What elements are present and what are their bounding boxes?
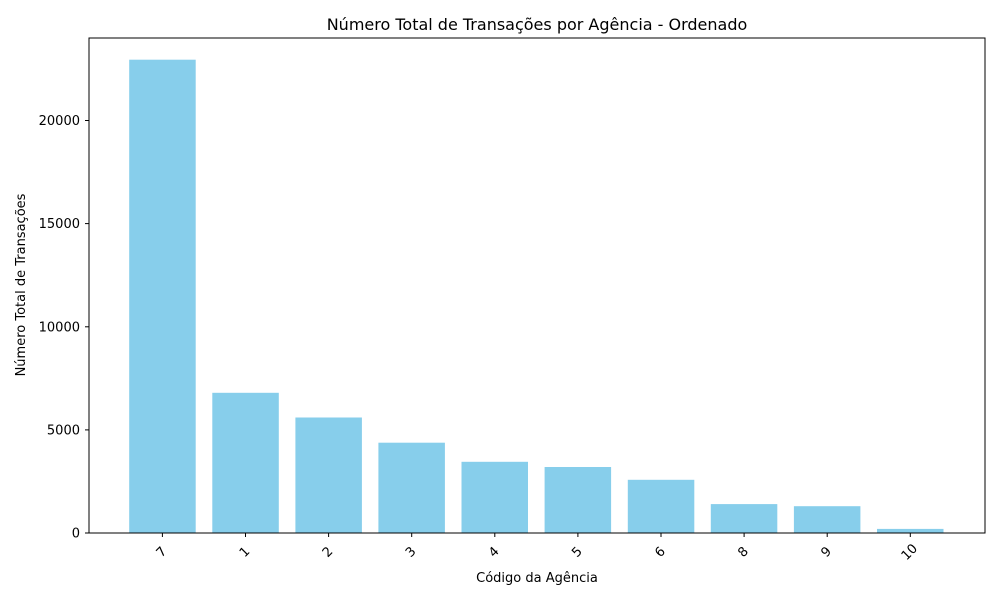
y-tick-label: 0 [72,527,80,542]
bar-agencia-8 [710,504,778,533]
bar-agencia-9 [793,506,861,533]
y-tick-label: 15000 [39,217,80,232]
bar-agencia-1 [212,392,279,534]
y-tick-label: 20000 [39,114,80,129]
x-axis-label: Código da Agência [476,571,598,586]
bar-agencia-5 [544,467,612,533]
chart-title: Número Total de Transações por Agência -… [327,15,748,34]
bar-agencia-6 [627,479,695,533]
bar-agencia-7 [129,59,196,533]
y-axis-label: Número Total de Transações [14,193,29,376]
y-axis-ticks: 0 5000 10000 15000 20000 [39,114,89,542]
y-tick-label: 5000 [47,423,80,438]
bars-group [129,59,944,534]
bar-agencia-4 [461,461,528,533]
bar-agencia-2 [295,417,362,533]
bar-agencia-3 [378,442,445,533]
y-tick-label: 10000 [39,320,80,335]
plot-frame [88,37,986,534]
bar-agencia-10 [877,528,944,533]
